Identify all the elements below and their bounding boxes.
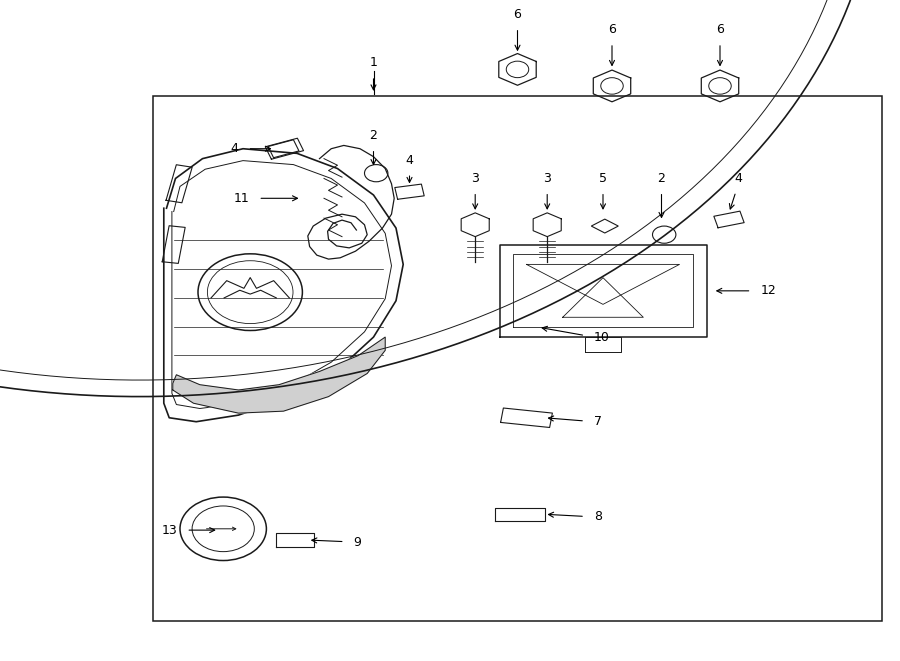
Polygon shape bbox=[173, 337, 385, 413]
Text: 6: 6 bbox=[608, 23, 616, 36]
Text: 11: 11 bbox=[234, 192, 249, 205]
Text: 6: 6 bbox=[514, 8, 521, 21]
Text: 13: 13 bbox=[162, 524, 177, 537]
Text: 12: 12 bbox=[760, 284, 776, 297]
Text: 5: 5 bbox=[599, 172, 607, 185]
Bar bbox=[153, 96, 882, 621]
Text: 10: 10 bbox=[594, 330, 610, 344]
Text: 4: 4 bbox=[230, 142, 238, 155]
Text: 6: 6 bbox=[716, 23, 724, 36]
Text: 3: 3 bbox=[472, 172, 479, 185]
Text: 4: 4 bbox=[406, 153, 413, 167]
Text: 3: 3 bbox=[544, 172, 551, 185]
Text: 2: 2 bbox=[658, 172, 665, 185]
Text: 9: 9 bbox=[354, 535, 362, 549]
Text: 4: 4 bbox=[734, 172, 742, 185]
Text: 1: 1 bbox=[370, 56, 377, 69]
Text: 7: 7 bbox=[594, 415, 602, 428]
Text: 8: 8 bbox=[594, 510, 602, 524]
Text: 2: 2 bbox=[370, 129, 377, 142]
Polygon shape bbox=[164, 149, 403, 422]
